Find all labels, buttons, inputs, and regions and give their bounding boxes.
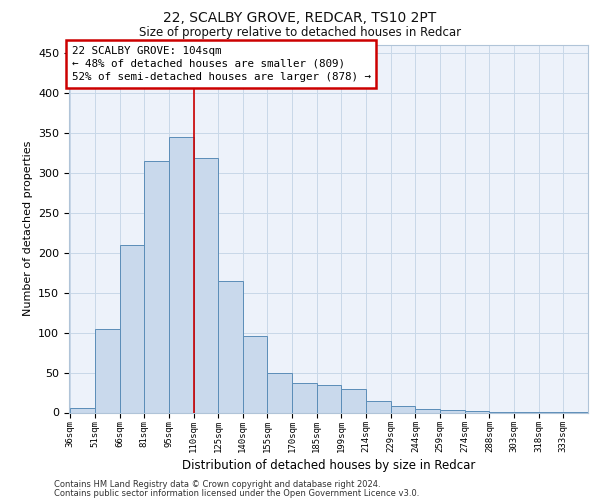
Bar: [341, 390, 366, 412]
Bar: [70, 408, 95, 412]
Bar: [465, 411, 490, 412]
Text: 22, SCALBY GROVE, REDCAR, TS10 2PT: 22, SCALBY GROVE, REDCAR, TS10 2PT: [163, 11, 437, 25]
Bar: [169, 137, 194, 412]
Bar: [317, 384, 341, 412]
Bar: [194, 158, 218, 412]
Bar: [366, 400, 391, 412]
Y-axis label: Number of detached properties: Number of detached properties: [23, 141, 32, 316]
Bar: [268, 372, 292, 412]
Text: Contains public sector information licensed under the Open Government Licence v3: Contains public sector information licen…: [54, 488, 419, 498]
Bar: [218, 280, 243, 412]
Bar: [440, 410, 465, 412]
Bar: [95, 328, 119, 412]
Bar: [415, 408, 440, 412]
Bar: [144, 161, 169, 412]
Bar: [391, 406, 415, 412]
Bar: [119, 244, 144, 412]
Text: Size of property relative to detached houses in Redcar: Size of property relative to detached ho…: [139, 26, 461, 39]
X-axis label: Distribution of detached houses by size in Redcar: Distribution of detached houses by size …: [182, 460, 475, 472]
Bar: [292, 383, 317, 412]
Bar: [243, 336, 268, 412]
Text: Contains HM Land Registry data © Crown copyright and database right 2024.: Contains HM Land Registry data © Crown c…: [54, 480, 380, 489]
Text: 22 SCALBY GROVE: 104sqm
← 48% of detached houses are smaller (809)
52% of semi-d: 22 SCALBY GROVE: 104sqm ← 48% of detache…: [71, 46, 371, 82]
